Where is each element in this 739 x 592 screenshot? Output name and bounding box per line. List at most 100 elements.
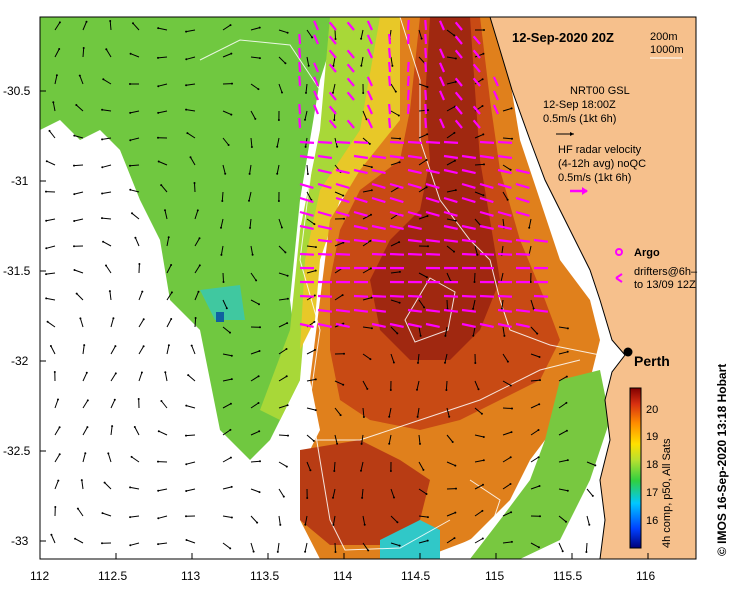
model-arrowhead bbox=[451, 441, 454, 443]
model-arrow bbox=[502, 380, 512, 386]
radar-arrow bbox=[335, 140, 351, 144]
model-arrow bbox=[306, 191, 312, 201]
model-arrow bbox=[81, 480, 84, 490]
radar-arrow bbox=[454, 119, 463, 129]
radar-arrow bbox=[492, 90, 500, 101]
model-arrow bbox=[158, 430, 168, 436]
model-arrow bbox=[74, 191, 84, 195]
model-arrow bbox=[332, 515, 336, 525]
model-arrowhead bbox=[185, 404, 188, 407]
legend: NRT00 GSL 12-Sep 18:00Z 0.5m/s (1kt 6h) … bbox=[543, 85, 698, 291]
legend-radar-arrowhead bbox=[582, 187, 588, 195]
radar-arrow bbox=[388, 103, 392, 115]
radar-arrow bbox=[479, 210, 494, 217]
model-arrow bbox=[109, 20, 112, 31]
model-arrowhead bbox=[361, 496, 364, 499]
scale-label-1000m: 1000m bbox=[650, 44, 684, 56]
model-arrowhead bbox=[52, 101, 55, 104]
radar-arrow bbox=[497, 224, 512, 230]
model-arrowhead bbox=[84, 452, 87, 455]
model-arrowhead bbox=[362, 92, 365, 94]
x-tick: 112 bbox=[30, 569, 49, 583]
model-arrow bbox=[530, 542, 540, 548]
model-arrow bbox=[166, 292, 173, 301]
model-arrow bbox=[474, 510, 483, 517]
model-arrow bbox=[502, 107, 512, 112]
model-arrowhead bbox=[185, 463, 188, 466]
radar-arrow bbox=[443, 140, 459, 144]
model-arrowhead bbox=[314, 269, 317, 272]
radar-arrow bbox=[371, 322, 386, 328]
radar-arrow bbox=[425, 322, 440, 328]
model-arrowhead bbox=[398, 301, 401, 304]
radar-arrow bbox=[298, 103, 302, 115]
model-arrow bbox=[390, 110, 400, 116]
radar-arrow bbox=[425, 168, 440, 175]
model-arrow bbox=[250, 375, 259, 382]
model-arrow bbox=[158, 542, 168, 545]
model-arrowhead bbox=[474, 362, 477, 364]
model-arrowhead bbox=[197, 290, 200, 293]
model-arrow bbox=[332, 488, 336, 498]
model-arrow bbox=[418, 326, 422, 336]
model-arrowhead bbox=[423, 306, 426, 309]
model-arrowhead bbox=[509, 483, 512, 485]
model-arrow bbox=[362, 353, 371, 360]
model-arrowhead bbox=[157, 489, 160, 492]
model-arrow bbox=[131, 456, 140, 463]
model-arrow bbox=[166, 318, 172, 328]
radar-arrow bbox=[497, 168, 512, 175]
model-arrow bbox=[250, 56, 260, 59]
radar-arrow bbox=[407, 308, 423, 313]
model-arrow bbox=[360, 461, 364, 471]
model-arrowhead bbox=[444, 334, 447, 337]
model-arrow bbox=[278, 29, 288, 34]
radar-arrow bbox=[388, 33, 392, 45]
radar-arrow bbox=[479, 294, 495, 298]
model-arrow bbox=[418, 461, 424, 471]
model-arrowhead bbox=[258, 491, 261, 494]
model-arrow bbox=[305, 83, 308, 93]
radar-arrow bbox=[425, 210, 440, 217]
model-arrowhead bbox=[157, 27, 160, 30]
model-arrowhead bbox=[369, 358, 372, 361]
model-arrow bbox=[250, 245, 254, 255]
model-arrow bbox=[160, 184, 168, 193]
model-arrowhead bbox=[482, 194, 485, 197]
model-arrow bbox=[306, 434, 315, 442]
model-arrow bbox=[558, 402, 567, 409]
model-arrowhead bbox=[365, 118, 368, 121]
model-arrow bbox=[79, 318, 84, 328]
model-arrowhead bbox=[277, 200, 280, 202]
model-arrowhead bbox=[397, 114, 400, 117]
model-arrowhead bbox=[529, 281, 532, 283]
model-arrowhead bbox=[482, 133, 485, 136]
model-arrowhead bbox=[482, 483, 484, 486]
model-arrow bbox=[250, 83, 259, 90]
model-arrowhead bbox=[314, 378, 317, 381]
model-arrow bbox=[158, 161, 168, 166]
model-arrow bbox=[502, 431, 512, 436]
radar-arrow bbox=[313, 76, 320, 87]
model-arrowhead bbox=[282, 495, 285, 498]
radar-arrow bbox=[515, 252, 531, 256]
model-arrow bbox=[54, 454, 61, 463]
model-arrowhead bbox=[314, 409, 317, 412]
model-arrow bbox=[502, 456, 511, 463]
model-arrow bbox=[102, 241, 112, 247]
model-arrow bbox=[278, 348, 287, 355]
radar-arrow bbox=[424, 33, 428, 45]
model-arrowhead bbox=[281, 91, 283, 94]
model-arrowhead bbox=[252, 550, 255, 553]
model-arrow bbox=[502, 353, 509, 362]
model-arrow bbox=[558, 542, 564, 552]
model-arrowhead bbox=[284, 251, 287, 254]
radar-arrow bbox=[461, 224, 476, 230]
model-arrowhead bbox=[506, 360, 509, 363]
model-arrowhead bbox=[229, 24, 232, 27]
model-arrowhead bbox=[565, 520, 567, 523]
model-arrowhead bbox=[101, 138, 104, 141]
radar-arrow bbox=[317, 224, 332, 230]
model-arrowhead bbox=[276, 172, 279, 175]
radar-arrow bbox=[497, 140, 513, 144]
